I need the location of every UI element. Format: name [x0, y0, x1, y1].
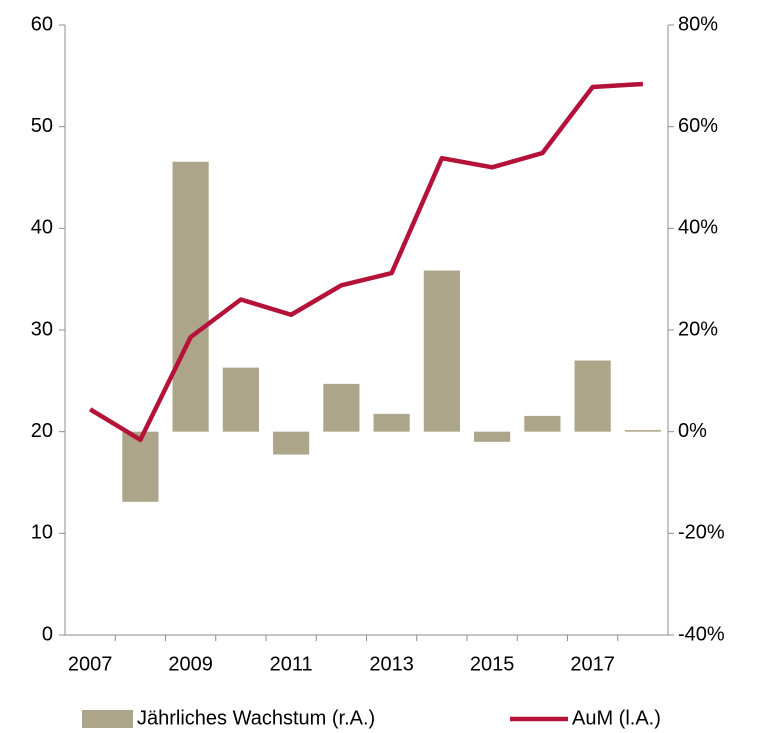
legend-label: Jährliches Wachstum (r.A.): [137, 707, 375, 729]
bar: [423, 270, 460, 432]
x-tick-label: 2017: [570, 653, 615, 675]
x-tick-label: 2011: [270, 653, 313, 675]
bar: [624, 430, 661, 432]
y2-tick-label: -20%: [678, 522, 725, 544]
x-tick-label: 2009: [168, 653, 213, 675]
y2-tick-label: 20%: [678, 318, 718, 340]
bar: [524, 415, 561, 432]
y2-tick-label: 60%: [678, 115, 718, 137]
y-tick-label: 0: [42, 623, 53, 645]
y-tick-label: 50: [31, 115, 53, 137]
y2-tick-label: 40%: [678, 217, 718, 239]
y-tick-label: 40: [31, 217, 53, 239]
x-tick-label: 2013: [369, 653, 414, 675]
line: [88, 81, 644, 443]
y-tick-label: 60: [31, 13, 53, 35]
y-tick-label: 10: [31, 522, 53, 544]
legend-label: AuM (l.A.): [572, 707, 661, 729]
y-tick-label: 30: [31, 318, 53, 340]
x-tick-label: 2015: [470, 653, 515, 675]
legend-swatch: [82, 710, 133, 728]
y2-tick-label: 80%: [678, 13, 718, 35]
bar: [574, 360, 611, 432]
bar: [373, 413, 410, 432]
bar: [172, 161, 209, 432]
x-tick-label: 2007: [68, 653, 113, 675]
bar: [122, 431, 159, 502]
y2-tick-label: -40%: [678, 623, 725, 645]
y-tick-label: 20: [31, 420, 53, 442]
bar: [474, 431, 511, 442]
bar: [323, 383, 360, 432]
bar: [273, 431, 310, 455]
bar: [222, 367, 259, 432]
y2-tick-label: 0%: [678, 420, 707, 442]
